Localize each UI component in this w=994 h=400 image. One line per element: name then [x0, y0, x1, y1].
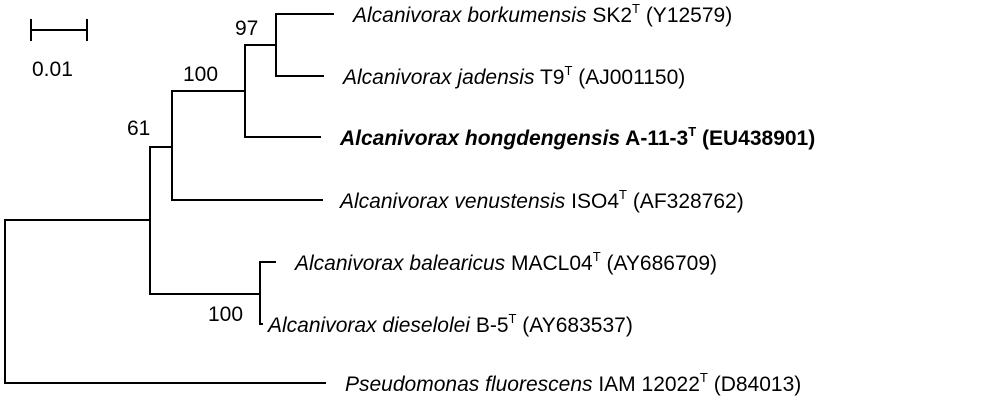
scale-bar: 0.01	[30, 19, 88, 81]
taxon-species: hongdengensis	[465, 127, 620, 150]
taxon-strain: T9	[540, 66, 565, 89]
taxon-labels: Alcanivorax borkumensis SK2T (Y12579) Al…	[266, 1, 815, 396]
type-strain-mark: T	[632, 1, 640, 16]
taxon-species: dieselolei	[382, 314, 471, 337]
taxon-genus: Alcanivorax	[266, 314, 378, 337]
taxon-label-venustensis: Alcanivorax venustensis ISO4T (AF328762)	[338, 187, 744, 213]
taxon-genus: Alcanivorax	[341, 66, 453, 89]
type-strain-mark: T	[619, 187, 627, 202]
type-strain-mark: T	[700, 370, 708, 385]
taxon-genus: Alcanivorax	[293, 252, 405, 275]
taxon-accession: (AY686709)	[606, 252, 717, 275]
taxon-species: borkumensis	[467, 4, 587, 27]
taxon-strain: MACL04	[511, 252, 593, 275]
taxon-accession: (AY683537)	[522, 314, 633, 337]
taxon-strain: B-5	[476, 314, 509, 337]
type-strain-mark: T	[509, 311, 517, 326]
taxon-label-dieselolei: Alcanivorax dieselolei B-5T (AY683537)	[266, 311, 633, 337]
type-strain-mark: T	[688, 124, 696, 139]
taxon-strain: IAM 12022	[598, 373, 700, 396]
tree-branches	[4, 13, 334, 384]
bootstrap-97: 97	[235, 17, 258, 40]
taxon-species: venustensis	[454, 190, 565, 213]
taxon-accession: (AJ001150)	[578, 66, 685, 89]
taxon-label-jadensis: Alcanivorax jadensis T9T (AJ001150)	[341, 63, 685, 89]
taxon-label-fluorescens: Pseudomonas fluorescens IAM 12022T (D840…	[345, 370, 801, 396]
taxon-label-balearicus: Alcanivorax balearicus MACL04T (AY686709…	[293, 249, 717, 275]
taxon-genus: Alcanivorax	[339, 127, 460, 150]
bootstrap-values: 97 100 61 100	[127, 17, 258, 326]
taxon-accession: (EU438901)	[702, 127, 815, 150]
type-strain-mark: T	[593, 249, 601, 264]
taxon-species: fluorescens	[485, 373, 593, 396]
taxon-species: jadensis	[454, 66, 535, 89]
taxon-genus: Pseudomonas	[345, 373, 480, 396]
taxon-accession: (AF328762)	[633, 190, 744, 213]
taxon-strain: A-11-3	[625, 127, 688, 150]
taxon-strain: ISO4	[571, 190, 619, 213]
taxon-accession: (Y12579)	[646, 4, 732, 27]
taxon-strain: SK2	[592, 4, 632, 27]
taxon-species: balearicus	[409, 252, 505, 275]
taxon-accession: (D84013)	[714, 373, 802, 396]
taxon-label-hongdengensis: Alcanivorax hongdengensis A-11-3T (EU438…	[339, 124, 815, 150]
bootstrap-100-lower: 100	[208, 303, 243, 326]
scale-bar-label: 0.01	[32, 58, 73, 81]
bootstrap-100-upper: 100	[183, 63, 218, 86]
bootstrap-61: 61	[127, 117, 150, 140]
taxon-genus: Alcanivorax	[338, 190, 450, 213]
type-strain-mark: T	[564, 63, 572, 78]
taxon-genus: Alcanivorax	[351, 4, 463, 27]
taxon-label-borkumensis: Alcanivorax borkumensis SK2T (Y12579)	[351, 1, 732, 27]
